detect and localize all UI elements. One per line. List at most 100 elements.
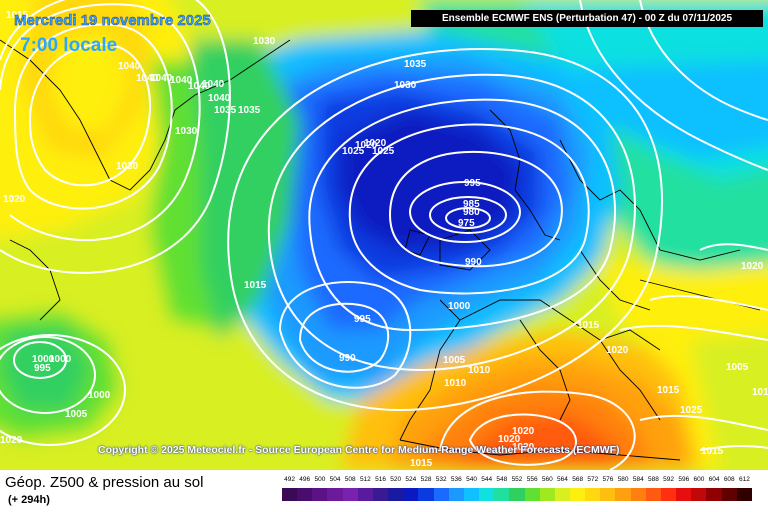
scale-swatch	[494, 488, 510, 501]
isobar-label: 1035	[404, 59, 427, 70]
isobar-label: 1030	[175, 126, 198, 137]
scale-swatch	[433, 488, 449, 501]
scale-tick-label: 496	[299, 476, 311, 483]
scale-swatch	[524, 488, 540, 501]
scale-swatch	[736, 488, 752, 501]
scale-tick-label: 508	[344, 476, 356, 483]
isobar-label: 1030	[394, 80, 417, 91]
scale-swatch	[554, 488, 570, 501]
scale-swatch	[600, 488, 616, 501]
scale-tick-label: 560	[541, 476, 553, 483]
isobar-label: 1035	[214, 105, 237, 116]
legend-footer: Géop. Z500 & pression au sol (+ 294h) 49…	[0, 470, 768, 512]
copyright-notice: Copyright © 2025 Meteociel.fr - Source E…	[98, 444, 620, 456]
weather-map: 1015 1020 1030 1040 1040 1040 1040 1040 1040 1040…	[0, 0, 768, 470]
scale-tick-label: 604	[708, 476, 720, 483]
scale-tick-label: 536	[450, 476, 462, 483]
scale-swatch	[448, 488, 464, 501]
isobar-label: 1015	[657, 385, 680, 396]
color-scale: 492 496 500 504 508 512 516 520 524 528 532 536 540 5…	[282, 476, 752, 510]
scale-swatch	[509, 488, 525, 501]
isobar-label: 1025	[680, 405, 703, 416]
scale-swatch	[297, 488, 313, 501]
isobar-label: 995	[34, 363, 51, 374]
scale-swatch	[479, 488, 495, 501]
scale-tick-label: 556	[526, 476, 538, 483]
scale-tick-label: 592	[663, 476, 675, 483]
isobar-label: 1020	[355, 140, 378, 151]
scale-tick-label: 612	[738, 476, 750, 483]
scale-tick-label: 568	[572, 476, 584, 483]
isobar-label: 1035	[238, 105, 261, 116]
scale-tick-label: 512	[359, 476, 371, 483]
isobar-label: 1030	[116, 161, 139, 172]
isobar-label: 1040	[188, 81, 211, 92]
isobar-label: 1015	[577, 320, 600, 331]
scale-swatch	[342, 488, 358, 501]
scale-swatch	[630, 488, 646, 501]
isobar-label: 1020	[606, 345, 629, 356]
scale-swatch	[312, 488, 328, 501]
model-run-label: Ensemble ECMWF ENS (Perturbation 47) - 0…	[411, 10, 763, 27]
scale-tick-label: 584	[632, 476, 644, 483]
scale-tick-label: 576	[602, 476, 614, 483]
isobar-label: 1030	[253, 36, 276, 47]
scale-swatch	[645, 488, 661, 501]
scale-swatch	[403, 488, 419, 501]
forecast-date: Mercredi 19 novembre 2025	[14, 12, 211, 29]
isobar-label: 1005	[65, 409, 88, 420]
lead-time: (+ 294h)	[8, 494, 50, 506]
scale-swatch	[388, 488, 404, 501]
isobar-label: 1040	[136, 73, 159, 84]
isobar-label: 1005	[443, 355, 466, 366]
isobar-labels: 1015102010301040104010401040104010401040…	[0, 10, 768, 469]
forecast-time: 7:00 locale	[20, 35, 118, 56]
isobar-label: 995	[354, 314, 371, 325]
scale-swatch	[676, 488, 692, 501]
isobar-label: 1020	[741, 261, 764, 272]
isobar-label: 1025	[372, 146, 395, 157]
isobar-label: 1015	[244, 280, 267, 291]
isobar-label: 1015	[410, 458, 433, 469]
isobar-label: 995	[464, 178, 481, 189]
isobar-lines	[0, 0, 768, 470]
scale-tick-label: 564	[557, 476, 568, 483]
isobar-label: 990	[339, 353, 356, 364]
scale-swatch	[691, 488, 707, 501]
isobar-label: 990	[465, 257, 482, 268]
isobar-label: 1020	[0, 435, 23, 446]
scale-tick-label: 552	[511, 476, 523, 483]
scale-tick-label: 540	[466, 476, 477, 483]
scale-tick-label: 500	[314, 476, 326, 483]
isobar-label: 1020	[364, 138, 387, 149]
scale-tick-label: 588	[648, 476, 659, 483]
isobar-label: 1040	[118, 61, 141, 72]
isobar-label: 1010	[468, 365, 491, 376]
scale-swatch	[615, 488, 631, 501]
isobar-label: 1020	[512, 442, 535, 453]
scale-swatch	[418, 488, 434, 501]
scale-tick-label: 504	[329, 476, 341, 483]
isobar-label: 1025	[342, 146, 365, 157]
isobar-label: 1020	[498, 434, 521, 445]
scale-swatch	[721, 488, 737, 501]
isobar-label: 1000	[32, 354, 55, 365]
scale-tick-label: 516	[375, 476, 386, 483]
isobar-label: 1040	[208, 93, 231, 104]
scale-swatch	[282, 488, 298, 501]
isobar-label: 980	[463, 207, 480, 218]
isobar-label: 1020	[3, 194, 26, 205]
scale-tick-label: 608	[723, 476, 735, 483]
color-scale-labels: 492 496 500 504 508 512 516 520 524 528 532 536 540 5…	[282, 476, 752, 487]
isobar-label: 1040	[170, 75, 193, 86]
isobar-label: 1000	[49, 354, 72, 365]
isobar-label: 985	[463, 199, 480, 210]
scale-tick-label: 532	[435, 476, 447, 483]
product-title: Géop. Z500 & pression au sol	[5, 474, 204, 491]
scale-swatch	[569, 488, 586, 501]
scale-swatch	[357, 488, 373, 501]
scale-tick-label: 596	[678, 476, 690, 483]
scale-swatch	[585, 488, 601, 501]
scale-swatch	[539, 488, 555, 501]
